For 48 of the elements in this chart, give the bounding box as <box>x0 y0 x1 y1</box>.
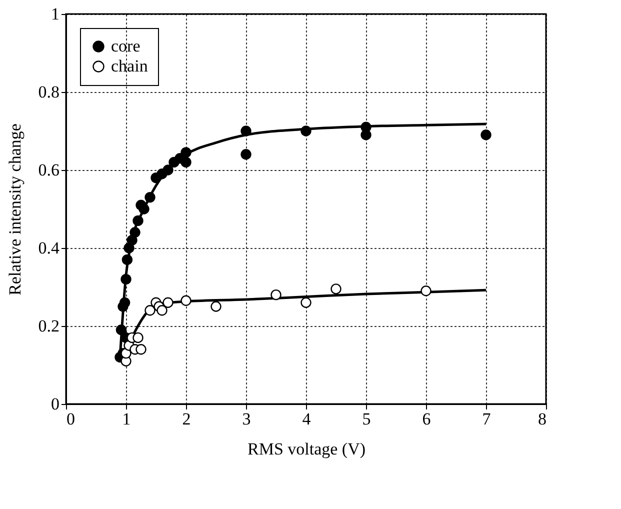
point <box>180 156 192 168</box>
x-tick-label: 2 <box>182 410 191 428</box>
point <box>300 126 312 136</box>
point <box>138 204 150 214</box>
y-tick-label: 0.4 <box>38 238 60 258</box>
y-tick-label: 0 <box>51 394 60 414</box>
point <box>270 289 282 300</box>
point <box>119 297 130 308</box>
x-axis-title: RMS voltage (V) <box>247 440 366 458</box>
point <box>116 324 127 336</box>
point <box>122 254 133 266</box>
y-tick-label: 0.2 <box>38 316 60 336</box>
x-tick-label: 4 <box>302 410 312 428</box>
point <box>130 227 140 238</box>
x-tick-label: 1 <box>122 410 131 428</box>
point <box>162 164 174 176</box>
point <box>124 242 134 254</box>
x-tick-label: 7 <box>482 410 492 428</box>
point <box>240 149 252 160</box>
point <box>132 332 144 344</box>
point <box>330 284 342 294</box>
y-axis-title: Relative intensity change <box>5 124 24 296</box>
point <box>240 126 252 136</box>
y-tick-label: 0.6 <box>38 160 60 180</box>
point <box>126 234 138 246</box>
point <box>156 305 168 316</box>
point <box>162 297 174 308</box>
point <box>360 130 372 140</box>
point <box>132 215 144 226</box>
x-tick-label: 6 <box>422 410 431 428</box>
x-tick-label: 8 <box>538 410 546 428</box>
point <box>144 305 156 316</box>
point <box>120 274 132 285</box>
x-tick-label: 5 <box>362 410 371 428</box>
point <box>480 130 492 140</box>
x-tick-label: 3 <box>242 410 251 428</box>
point <box>180 295 192 306</box>
point <box>420 286 432 296</box>
point <box>210 301 222 312</box>
legend-label: chain <box>111 56 148 76</box>
x-tick-label: 0 <box>66 410 75 428</box>
point <box>144 192 156 203</box>
point <box>136 344 146 355</box>
y-tick-label: 1 <box>51 4 60 24</box>
point <box>300 297 312 308</box>
point <box>180 147 192 158</box>
legend-label: core <box>111 36 140 56</box>
y-tick-label: 0.8 <box>38 82 60 102</box>
